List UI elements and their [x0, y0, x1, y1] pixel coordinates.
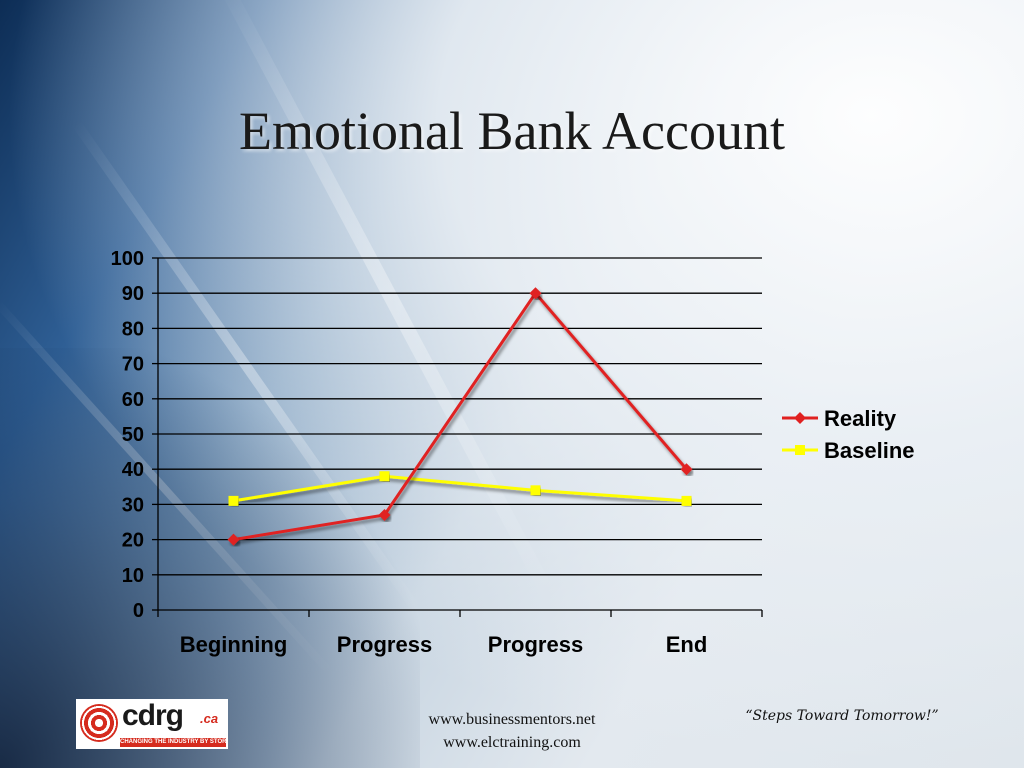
slide-background-shade: [0, 348, 420, 768]
data-point-baseline: [681, 495, 692, 506]
logo-suffix: .ca: [200, 711, 219, 726]
data-point-baseline: [379, 471, 390, 482]
series-layer: [227, 287, 693, 546]
y-tick-label: 70: [122, 354, 144, 376]
legend-marker-reality: [794, 412, 806, 424]
footer-link-elctraining[interactable]: www.elctraining.com: [443, 734, 581, 751]
data-point-reality: [227, 533, 240, 546]
x-tick-label: Beginning: [180, 632, 288, 657]
y-tick-label: 80: [122, 318, 144, 340]
legend-marker-baseline: [795, 445, 805, 455]
y-tick-label: 100: [111, 248, 144, 270]
footer-quote: “Steps Toward Tomorrow!”: [745, 708, 939, 724]
x-tick-label: End: [666, 632, 708, 657]
logo-tagline: CHANGING THE INDUSTRY BY STORM: [120, 738, 226, 747]
legend-label-reality: Reality: [824, 406, 897, 431]
x-tick-label: Progress: [488, 632, 583, 657]
data-point-baseline: [228, 495, 239, 506]
y-tick-label: 40: [122, 459, 144, 481]
y-tick-label: 20: [122, 530, 144, 552]
data-point-reality: [378, 508, 391, 521]
y-tick-label: 0: [133, 600, 144, 622]
chart-legend: Reality Baseline: [782, 406, 915, 463]
series-line-baseline: [233, 474, 687, 503]
slide-title: Emotional Bank Account: [239, 101, 785, 161]
y-tick-label: 50: [122, 424, 144, 446]
y-tick-label: 30: [122, 494, 144, 516]
logo-wordmark: cdrg: [122, 699, 184, 732]
data-point-reality: [529, 287, 542, 300]
data-point-baseline: [530, 485, 541, 496]
footer-link-businessmentors[interactable]: www.businessmentors.net: [428, 711, 596, 728]
legend-label-baseline: Baseline: [824, 438, 915, 463]
grid-layer: [158, 257, 762, 576]
x-tick-label: Progress: [337, 632, 432, 657]
y-tick-label: 60: [122, 389, 144, 411]
y-tick-label: 90: [122, 283, 144, 305]
target-icon: [80, 704, 118, 742]
footer-links: www.businessmentors.net www.elctraining.…: [380, 708, 644, 754]
series-line-reality: [233, 290, 688, 542]
cdrg-logo[interactable]: cdrg .ca CHANGING THE INDUSTRY BY STORM: [76, 699, 228, 749]
axis-layer: 0 10 20 30 40 50 60 70 80 90 100 Beginning Progress P…: [111, 248, 763, 657]
y-tick-label: 10: [122, 565, 144, 587]
data-point-reality: [680, 463, 693, 476]
line-chart: 0 10 20 30 40 50 60 70 80 90 100 Beginning Progress P…: [111, 248, 915, 657]
